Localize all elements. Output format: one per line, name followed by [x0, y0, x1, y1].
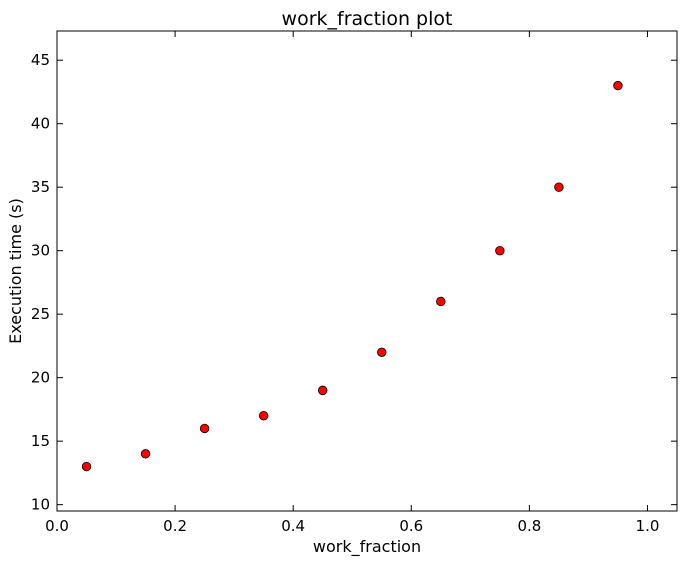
- x-tick-label: 0.2: [163, 517, 187, 535]
- x-tick-label: 0.8: [517, 517, 541, 535]
- x-tick-label: 0.4: [281, 517, 305, 535]
- data-point: [377, 347, 387, 357]
- data-point: [199, 423, 210, 434]
- x-tick-label: 1.0: [636, 517, 660, 535]
- data-point: [495, 245, 505, 256]
- plot-frame: [56, 30, 678, 512]
- y-tick-label: 20: [31, 369, 50, 387]
- data-points: [81, 80, 623, 472]
- y-tick-label: 35: [31, 178, 50, 196]
- data-point: [554, 182, 564, 192]
- chart-title: work_fraction plot: [282, 8, 453, 30]
- y-tick-label: 15: [31, 432, 50, 450]
- data-point: [613, 80, 623, 91]
- y-tick-label: 10: [31, 496, 50, 514]
- x-axis-label: work_fraction: [313, 537, 421, 557]
- data-point: [140, 449, 151, 459]
- x-tick-label: 0.6: [399, 517, 423, 535]
- data-point: [436, 296, 446, 307]
- data-point: [318, 385, 328, 396]
- y-tick-label: 25: [31, 305, 50, 323]
- x-tick-label: 0.0: [45, 517, 69, 535]
- data-point: [258, 411, 269, 421]
- ticks: 0.0 0.2 0.4 0.6 0.8 1.0 10 15 20 25 30 35 40 45: [31, 31, 677, 535]
- y-tick-label: 40: [31, 115, 50, 133]
- y-tick-label: 30: [31, 242, 50, 260]
- y-axis-label: Execution time (s): [6, 198, 25, 344]
- y-tick-label: 45: [31, 51, 50, 69]
- data-point: [81, 461, 92, 472]
